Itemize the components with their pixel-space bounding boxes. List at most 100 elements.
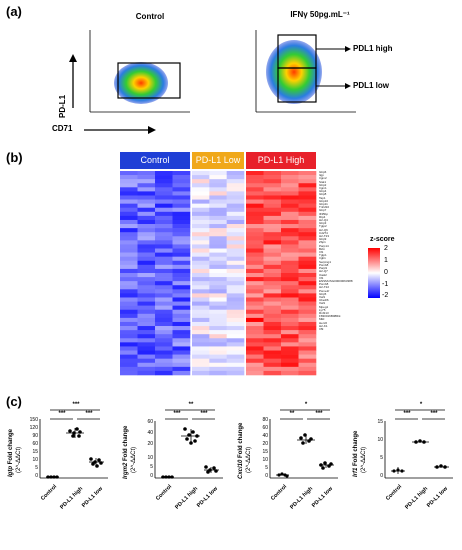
heatmap-cell <box>137 228 156 233</box>
heatmap-cell <box>209 187 227 192</box>
heatmap-cell <box>281 305 299 311</box>
heatmap-cell <box>281 224 299 229</box>
heatmap-cell <box>226 350 245 355</box>
heatmap-cell <box>172 297 191 302</box>
heatmap-cell <box>209 350 227 355</box>
heatmap-cell <box>281 244 299 249</box>
heatmap-cell <box>120 346 138 351</box>
cxcl10-ytick: 0 <box>265 473 268 479</box>
heatmap-cell <box>137 362 156 368</box>
cxcl10-ytick: 15 <box>262 449 268 455</box>
heatmap-cell <box>155 248 173 253</box>
gene-label: Irgm1 <box>319 186 327 191</box>
heatmap-cell <box>298 236 317 241</box>
heatmap-cell <box>120 273 138 278</box>
heatmap-cell <box>281 285 299 290</box>
heatmap-cell <box>281 317 299 323</box>
heatmap-cell <box>120 334 138 339</box>
heatmap-cell <box>209 277 227 282</box>
heatmap-cell <box>137 236 156 241</box>
heatmap-cell <box>192 273 210 278</box>
heatmap-cell <box>209 260 227 266</box>
heatmap-cell <box>281 313 299 319</box>
cxcl10-ytick: 5 <box>265 465 268 471</box>
heatmap-cell <box>263 285 282 290</box>
heatmap-cell <box>246 281 264 286</box>
heatmap-cell <box>263 313 282 319</box>
heatmap-cell <box>192 203 210 209</box>
heatmap-cell <box>209 183 227 188</box>
heatmap-cell <box>137 179 156 184</box>
heatmap-cell <box>209 297 227 302</box>
heatmap-cell <box>137 358 156 364</box>
heatmap-cell <box>298 224 317 229</box>
heatmap-cell <box>192 289 210 294</box>
heatmap-cell <box>209 203 227 209</box>
heatmap-cell <box>226 191 245 196</box>
heatmap-cell <box>281 362 299 368</box>
heatmap-cell <box>298 330 317 335</box>
heatmap-cell <box>298 297 317 302</box>
heatmap-cell <box>226 240 245 245</box>
heatmap-cell <box>226 252 245 257</box>
heatmap-cell <box>226 317 245 323</box>
heatmap-cell <box>209 309 227 315</box>
heatmap-cell <box>137 199 156 204</box>
heatmap-cell <box>209 370 227 376</box>
heatmap-cell <box>137 346 156 351</box>
heatmap-cell <box>137 240 156 245</box>
heatmap-cell <box>120 301 138 306</box>
heatmap-cell <box>155 277 173 282</box>
heatmap-cell <box>298 252 317 257</box>
heatmap-cell <box>137 264 156 270</box>
heatmap-cell <box>226 268 245 274</box>
heatmap-cell <box>281 179 299 184</box>
heatmap-cell <box>298 232 317 237</box>
heatmap-cell <box>172 256 191 262</box>
heatmap-cell <box>298 289 317 294</box>
heatmap-cell <box>281 277 299 282</box>
heatmap-cell <box>209 207 227 213</box>
heatmap-cell <box>137 313 156 319</box>
heatmap-cell <box>209 273 227 278</box>
heatmap-cell <box>120 281 138 286</box>
heatmap-cell <box>226 281 245 286</box>
heatmap-cell <box>281 326 299 331</box>
gene-label: Gbp9 <box>319 237 327 242</box>
pdl1-low-gate <box>277 67 317 103</box>
zscore-colorbar <box>368 248 380 298</box>
heatmap-cell <box>192 248 210 253</box>
heatmap-cell <box>281 199 299 204</box>
heatmap-cell <box>209 330 227 335</box>
heatmap-cell <box>155 301 173 306</box>
heatmap-cell <box>137 256 156 262</box>
heatmap-cell <box>298 285 317 290</box>
heatmap-cell <box>155 346 173 351</box>
heatmap-cell <box>120 183 138 188</box>
heatmap-cell <box>226 321 245 327</box>
heatmap-cell <box>298 171 317 176</box>
heatmap-cell <box>298 309 317 315</box>
heatmap-cell <box>120 293 138 298</box>
heatmap-cell <box>192 215 210 221</box>
heatmap-cell <box>246 313 264 319</box>
heatmap-cell <box>246 232 264 237</box>
heatmap-cell <box>298 199 317 204</box>
heatmap-cell <box>192 313 210 319</box>
heatmap-cell <box>298 187 317 192</box>
heatmap-cell <box>226 228 245 233</box>
irf1-sig-top: * <box>419 402 423 408</box>
heatmap-cell <box>298 211 317 217</box>
heatmap-cell <box>226 309 245 315</box>
heatmap-cell <box>120 366 138 372</box>
heatmap-cell <box>120 219 138 225</box>
irgm2-ytick: 60 <box>147 419 153 425</box>
heatmap-cell <box>192 228 210 233</box>
heatmap-cell <box>155 211 173 217</box>
gene-label: B2m <box>319 246 326 251</box>
heatmap-cell <box>246 289 264 294</box>
heatmap-cell <box>120 203 138 209</box>
zscore-tick-2: 2 <box>384 245 388 252</box>
heatmap-cell <box>246 317 264 323</box>
heatmap-cell <box>209 171 227 176</box>
